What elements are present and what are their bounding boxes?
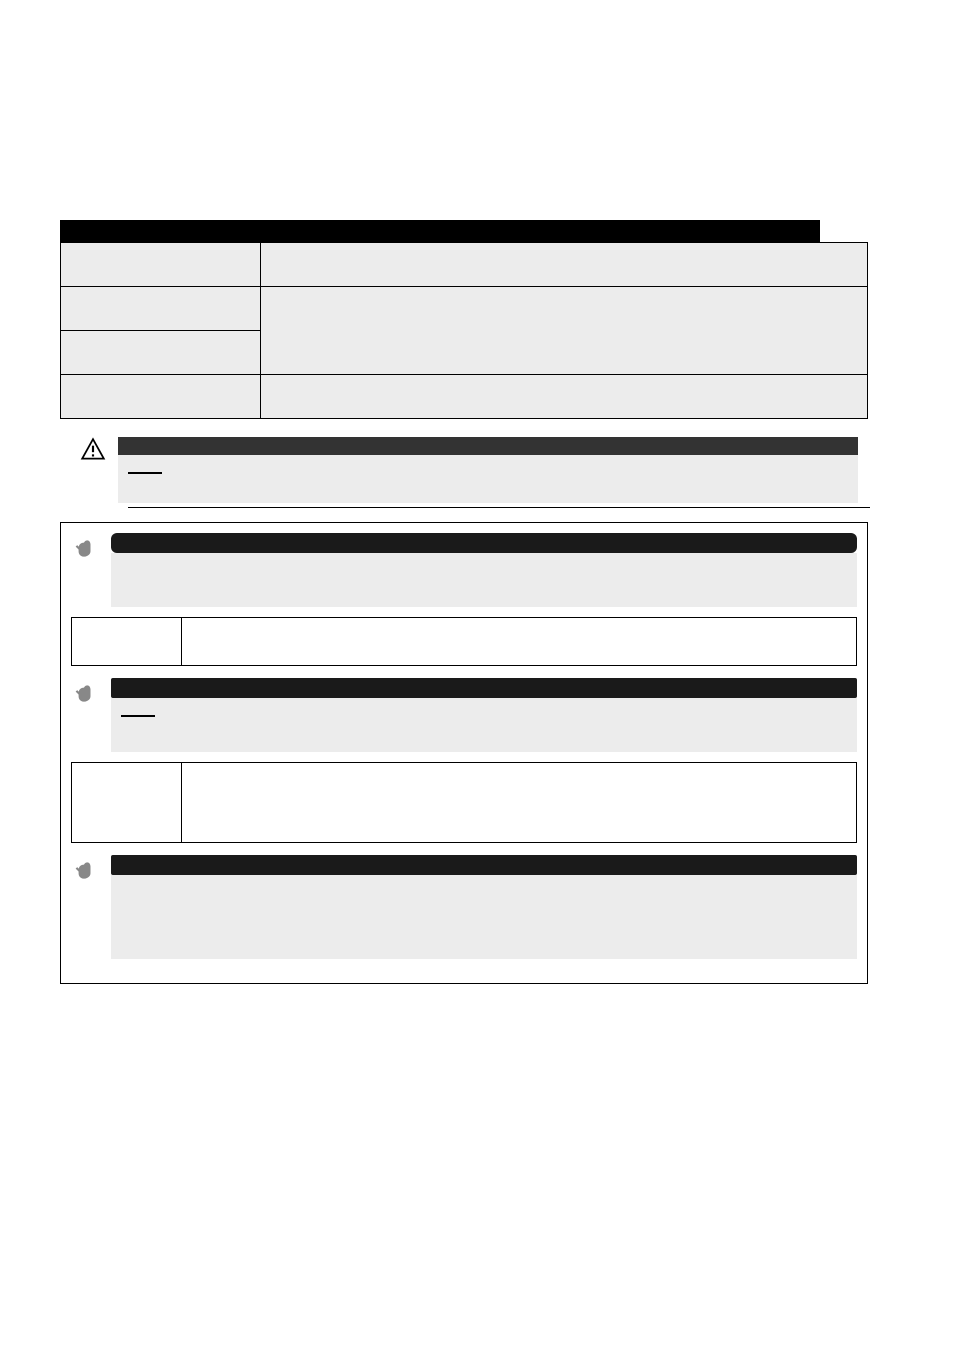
spec-cell-value (261, 243, 868, 287)
note-body (111, 698, 857, 752)
table-row (61, 375, 868, 419)
warning-callout (80, 437, 894, 503)
spec-cell-label (61, 331, 261, 375)
detail-value (182, 763, 857, 843)
note-box (111, 533, 857, 607)
top-spacer (60, 60, 894, 220)
notes-section (60, 522, 868, 984)
note-hand-icon (71, 857, 97, 883)
note-callout (71, 855, 857, 959)
note-hand-icon (71, 855, 99, 888)
note-body (111, 553, 857, 607)
underline-marker (121, 707, 155, 717)
note-hand-icon (71, 678, 99, 711)
note-header-bar (111, 533, 857, 553)
warning-header-bar (118, 437, 858, 455)
divider-line (128, 507, 870, 508)
spec-cell-label (61, 375, 261, 419)
table-row (61, 243, 868, 287)
detail-label (72, 763, 182, 843)
warning-box (118, 437, 858, 503)
warning-triangle-icon (80, 437, 106, 463)
table-row (72, 618, 857, 666)
table-row (61, 287, 868, 331)
underline-marker (128, 464, 162, 474)
note-header-bar (111, 855, 857, 875)
spec-cell-label (61, 287, 261, 331)
spec-table (60, 242, 868, 419)
note-detail-table (71, 762, 857, 843)
warning-body (118, 455, 858, 503)
note-body (111, 875, 857, 959)
warning-triangle-icon (80, 437, 106, 468)
note-callout (71, 678, 857, 752)
spec-cell-value (261, 375, 868, 419)
note-callout (71, 533, 857, 607)
detail-label (72, 618, 182, 666)
note-hand-icon (71, 535, 97, 561)
table-row (72, 763, 857, 843)
note-box (111, 678, 857, 752)
detail-value (182, 618, 857, 666)
note-box (111, 855, 857, 959)
manual-page (0, 0, 954, 1024)
note-hand-icon (71, 533, 99, 566)
table-header-bar (60, 220, 820, 242)
note-header-bar (111, 678, 857, 698)
spec-cell-label (61, 243, 261, 287)
note-hand-icon (71, 680, 97, 706)
note-detail-table (71, 617, 857, 666)
spec-cell-value (261, 287, 868, 375)
